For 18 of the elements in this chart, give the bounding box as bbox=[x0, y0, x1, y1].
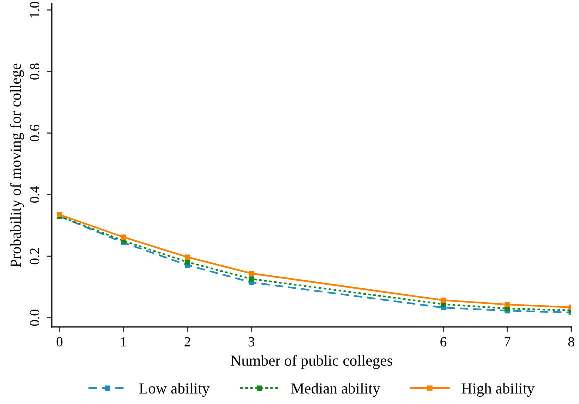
x-tick-label: 3 bbox=[248, 337, 255, 347]
x-tick-label: 6 bbox=[440, 337, 447, 347]
y-tick-label: 0.8 bbox=[30, 64, 40, 80]
y-tick-label: 0.4 bbox=[30, 186, 40, 204]
x-axis-title: Number of public colleges bbox=[230, 355, 392, 370]
x-tick-label: 1 bbox=[121, 337, 126, 347]
legend-label: Median ability bbox=[291, 383, 380, 397]
legend-label: Low ability bbox=[140, 383, 210, 397]
y-tick-label: 0.2 bbox=[30, 248, 40, 265]
y-axis-title: Probability of moving for college bbox=[10, 64, 24, 268]
y-tick-label: 0.6 bbox=[30, 125, 40, 142]
y-tick-label: 1.0 bbox=[30, 2, 40, 18]
x-tick-label: 7 bbox=[504, 338, 511, 347]
x-tick-label: 2 bbox=[184, 337, 190, 347]
legend-label: High ability bbox=[462, 383, 535, 397]
x-tick-label: 0 bbox=[56, 337, 63, 347]
y-tick-label: 0.0 bbox=[30, 310, 40, 326]
x-tick-label: 8 bbox=[568, 337, 574, 347]
